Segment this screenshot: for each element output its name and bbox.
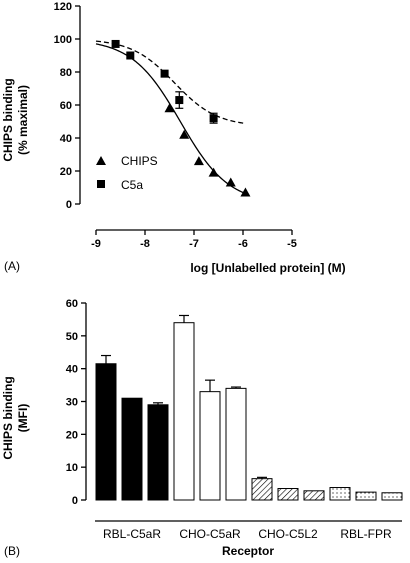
bar-cho-c5ar	[225, 387, 247, 501]
panel-a-y-tick-label: 60	[60, 100, 72, 112]
point-c5a	[175, 96, 184, 105]
panel-a-y-tick-label: 80	[60, 67, 72, 79]
legend-chips-label: CHIPS	[121, 154, 158, 168]
panel-a-legend: CHIPS C5a	[96, 154, 158, 192]
category-label-cho-c5l2: CHO-C5L2	[258, 527, 318, 541]
bar-cho-c5l2	[277, 488, 299, 501]
panel-b-ylabel-2: (MFI)	[16, 404, 30, 433]
panel-a-xlabel: log [Unlabelled protein] (M)	[190, 261, 345, 275]
category-label-cho-c5ar: CHO-C5aR	[179, 527, 241, 541]
point-chips	[240, 187, 251, 197]
category-label-rbl-fpr: RBL-FPR	[340, 527, 392, 541]
point-chips	[208, 167, 219, 177]
panel-a-x-tick-label: -8	[140, 238, 150, 250]
bar-cho-c5ar	[173, 322, 195, 501]
bar-rbl-fpr	[355, 491, 377, 501]
panel-a-y-tick-label: 20	[60, 166, 72, 178]
bar-rbl-c5ar	[147, 404, 169, 501]
bar-cho-c5l2	[251, 478, 273, 501]
panel-b-xlabel: Receptor	[222, 544, 274, 558]
panel-a-x-tick-label: -6	[238, 238, 248, 250]
legend-chips-marker	[96, 156, 106, 165]
point-c5a	[209, 114, 218, 123]
panel-b-y-tick-label: 20	[66, 429, 78, 441]
panel-a-axes: 0 20 40 60 80 100 120 -9 -8 -7 -6 -5	[54, 1, 297, 250]
panel-b-axes: 0 10 20 30 40 50 60 RBL-C5aR CHO-C5aR CHO-C5L2 RBL…	[66, 298, 402, 541]
point-chips	[193, 156, 204, 166]
panel-a-y-tick-label: 0	[66, 199, 72, 211]
bar-cho-c5l2	[303, 490, 325, 501]
point-c5a	[111, 39, 120, 48]
panel-a-x-tick-label: -9	[91, 238, 101, 250]
bar-rbl-c5ar	[95, 363, 117, 501]
panel-a-y-tick-label: 40	[60, 133, 72, 145]
point-chips	[225, 177, 236, 187]
panel-b-label: (B)	[4, 544, 20, 558]
point-chips	[179, 129, 190, 139]
panel-a-x-tick-label: -7	[189, 238, 199, 250]
panel-a-ylabel-2: (% maximal)	[16, 85, 30, 155]
bar-rbl-fpr	[381, 492, 403, 501]
point-c5a	[126, 51, 135, 60]
panel-b-y-tick-label: 40	[66, 364, 78, 376]
panel-b-plot	[95, 314, 403, 501]
curve-chips	[95, 43, 246, 195]
point-chips	[164, 103, 175, 113]
panel-b-y-tick-label: 10	[66, 462, 78, 474]
panel-a-label: (A)	[4, 259, 20, 273]
bar-rbl-c5ar	[121, 397, 143, 501]
bar-rbl-fpr	[329, 487, 351, 501]
panel-a-ylabel-1: CHIPS binding	[1, 78, 15, 161]
panel-a-y-tick-label: 100	[54, 34, 72, 46]
point-c5a	[160, 69, 169, 78]
curve-c5a	[95, 40, 246, 125]
panel-b-ylabel-1: CHIPS binding	[1, 376, 15, 459]
legend-c5a-marker	[97, 180, 105, 188]
panel-b-y-tick-label: 50	[66, 331, 78, 343]
panel-b-y-tick-label: 60	[66, 298, 78, 310]
category-label-rbl-c5ar: RBL-C5aR	[103, 527, 161, 541]
panel-a-x-tick-label: -5	[287, 238, 297, 250]
panel-b-y-tick-label: 0	[72, 495, 78, 507]
panel-b-y-tick-label: 30	[66, 397, 78, 409]
legend-c5a-label: C5a	[121, 178, 143, 192]
panel-b: 0 10 20 30 40 50 60 RBL-C5aR CHO-C5aR CHO-C5L2 RBL…	[1, 298, 403, 558]
panel-a-plot	[95, 39, 251, 197]
panel-a: 0 20 40 60 80 100 120 -9 -8 -7 -6 -5 CHIPS C5a CHIP…	[1, 1, 346, 275]
bar-cho-c5ar	[199, 391, 221, 501]
panel-a-y-tick-label: 120	[54, 1, 72, 13]
